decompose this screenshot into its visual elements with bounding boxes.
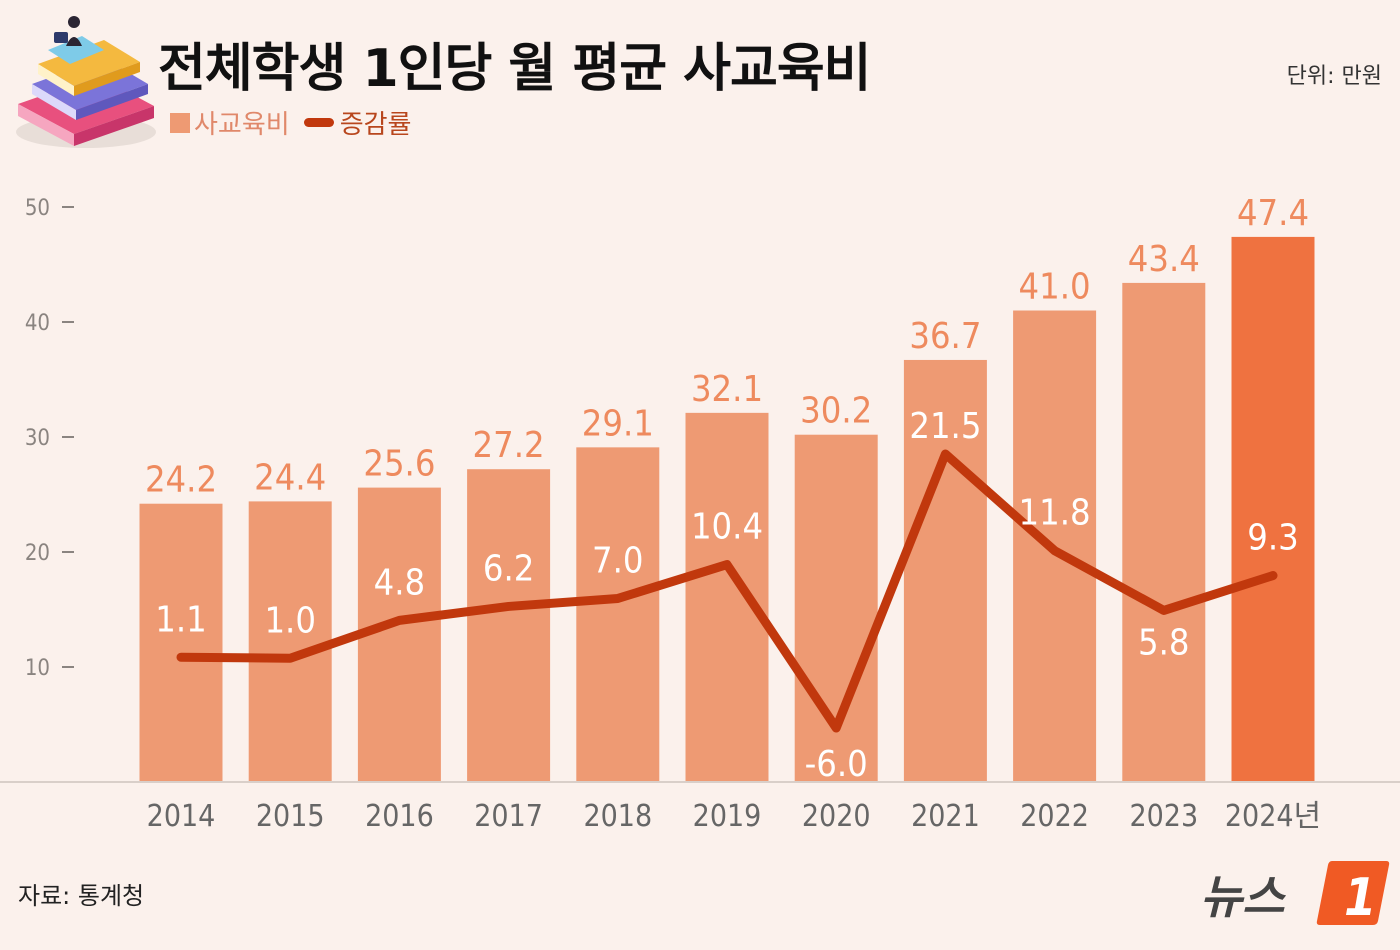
legend-label-bar: 사교육비 — [194, 110, 290, 140]
x-tick-label: 2023 — [1129, 799, 1198, 834]
bar — [357, 487, 441, 782]
x-tick-label: 2016 — [365, 799, 434, 834]
bar-value-label: 32.1 — [691, 369, 763, 410]
legend-swatch-bar — [170, 112, 190, 133]
line-value-label: 10.4 — [691, 507, 763, 548]
line-value-label: 9.3 — [1247, 518, 1299, 559]
x-tick-label: 2024년 — [1225, 799, 1321, 834]
bar-value-label: 47.4 — [1237, 193, 1309, 234]
bar — [1231, 236, 1315, 782]
bar-value-label: 25.6 — [363, 444, 435, 485]
bar-value-label: 29.1 — [582, 403, 654, 444]
x-tick-label: 2020 — [802, 799, 871, 834]
x-tick-label: 2014 — [147, 799, 216, 834]
x-tick-label: 2015 — [256, 799, 325, 834]
bar-value-label: 24.2 — [145, 460, 217, 501]
bar — [248, 501, 332, 782]
logo-text: 뉴스 — [1200, 870, 1286, 924]
x-axis-labels: 2014 2015 2016 2017 2018 2019 2020 2021 2022 2023… — [147, 799, 1321, 834]
x-tick-label: 2017 — [474, 799, 543, 834]
bar — [576, 447, 660, 782]
rate-line — [176, 449, 1278, 733]
y-tick-label: 20 — [25, 541, 50, 566]
line-value-label: 1.1 — [155, 599, 207, 640]
line-value-label: 5.8 — [1138, 622, 1190, 663]
bar-value-label: 30.2 — [800, 391, 872, 432]
line-value-label: 7.0 — [592, 540, 644, 581]
line-value-label: 21.5 — [909, 406, 981, 447]
line-labels: 1.1 1.0 4.8 6.2 7.0 10.4 -6.0 21.5 11.8 5.8 9.3 — [155, 406, 1299, 785]
bar — [467, 469, 551, 782]
logo-number: 1 — [1344, 868, 1377, 928]
line-value-label: 4.8 — [374, 562, 426, 603]
news1-logo: 뉴스 1 — [1200, 861, 1390, 928]
line-value-label: -6.0 — [805, 744, 868, 785]
legend: 사교육비 증감률 — [170, 104, 411, 141]
bar — [1122, 282, 1206, 782]
bar-value-label: 27.2 — [473, 425, 545, 466]
line-value-label: 6.2 — [483, 548, 535, 589]
x-tick-label: 2018 — [583, 799, 652, 834]
books-illustration — [16, 16, 156, 148]
bar-value-label: 36.7 — [909, 316, 981, 357]
line-value-label: 1.0 — [264, 600, 316, 641]
legend-label-line: 증감률 — [339, 110, 412, 140]
y-tick-label: 30 — [25, 426, 50, 451]
bar-value-label: 24.4 — [254, 457, 326, 498]
y-tick-label: 50 — [25, 196, 50, 221]
x-tick-label: 2021 — [911, 799, 980, 834]
y-axis: 10 20 30 40 50 — [25, 196, 74, 681]
bar-value-label: 41.0 — [1019, 267, 1091, 308]
source-note: 자료: 통계청 — [18, 882, 145, 910]
bar-labels: 24.2 24.4 25.6 27.2 29.1 32.1 30.2 36.7 41.0 43.4… — [145, 193, 1309, 501]
y-tick-label: 10 — [25, 656, 50, 681]
legend-swatch-line — [303, 118, 334, 127]
bars — [139, 236, 1315, 782]
bar — [139, 503, 223, 782]
bar — [903, 359, 987, 782]
bar-value-label: 43.4 — [1128, 239, 1200, 280]
line-value-label: 11.8 — [1019, 493, 1091, 534]
y-tick-label: 40 — [25, 311, 50, 336]
chart-title: 전체학생 1인당 월 평균 사교육비 — [158, 39, 872, 99]
x-tick-label: 2019 — [693, 799, 762, 834]
x-tick-label: 2022 — [1020, 799, 1089, 834]
unit-label: 단위: 만원 — [1286, 64, 1382, 89]
bar — [685, 412, 769, 782]
